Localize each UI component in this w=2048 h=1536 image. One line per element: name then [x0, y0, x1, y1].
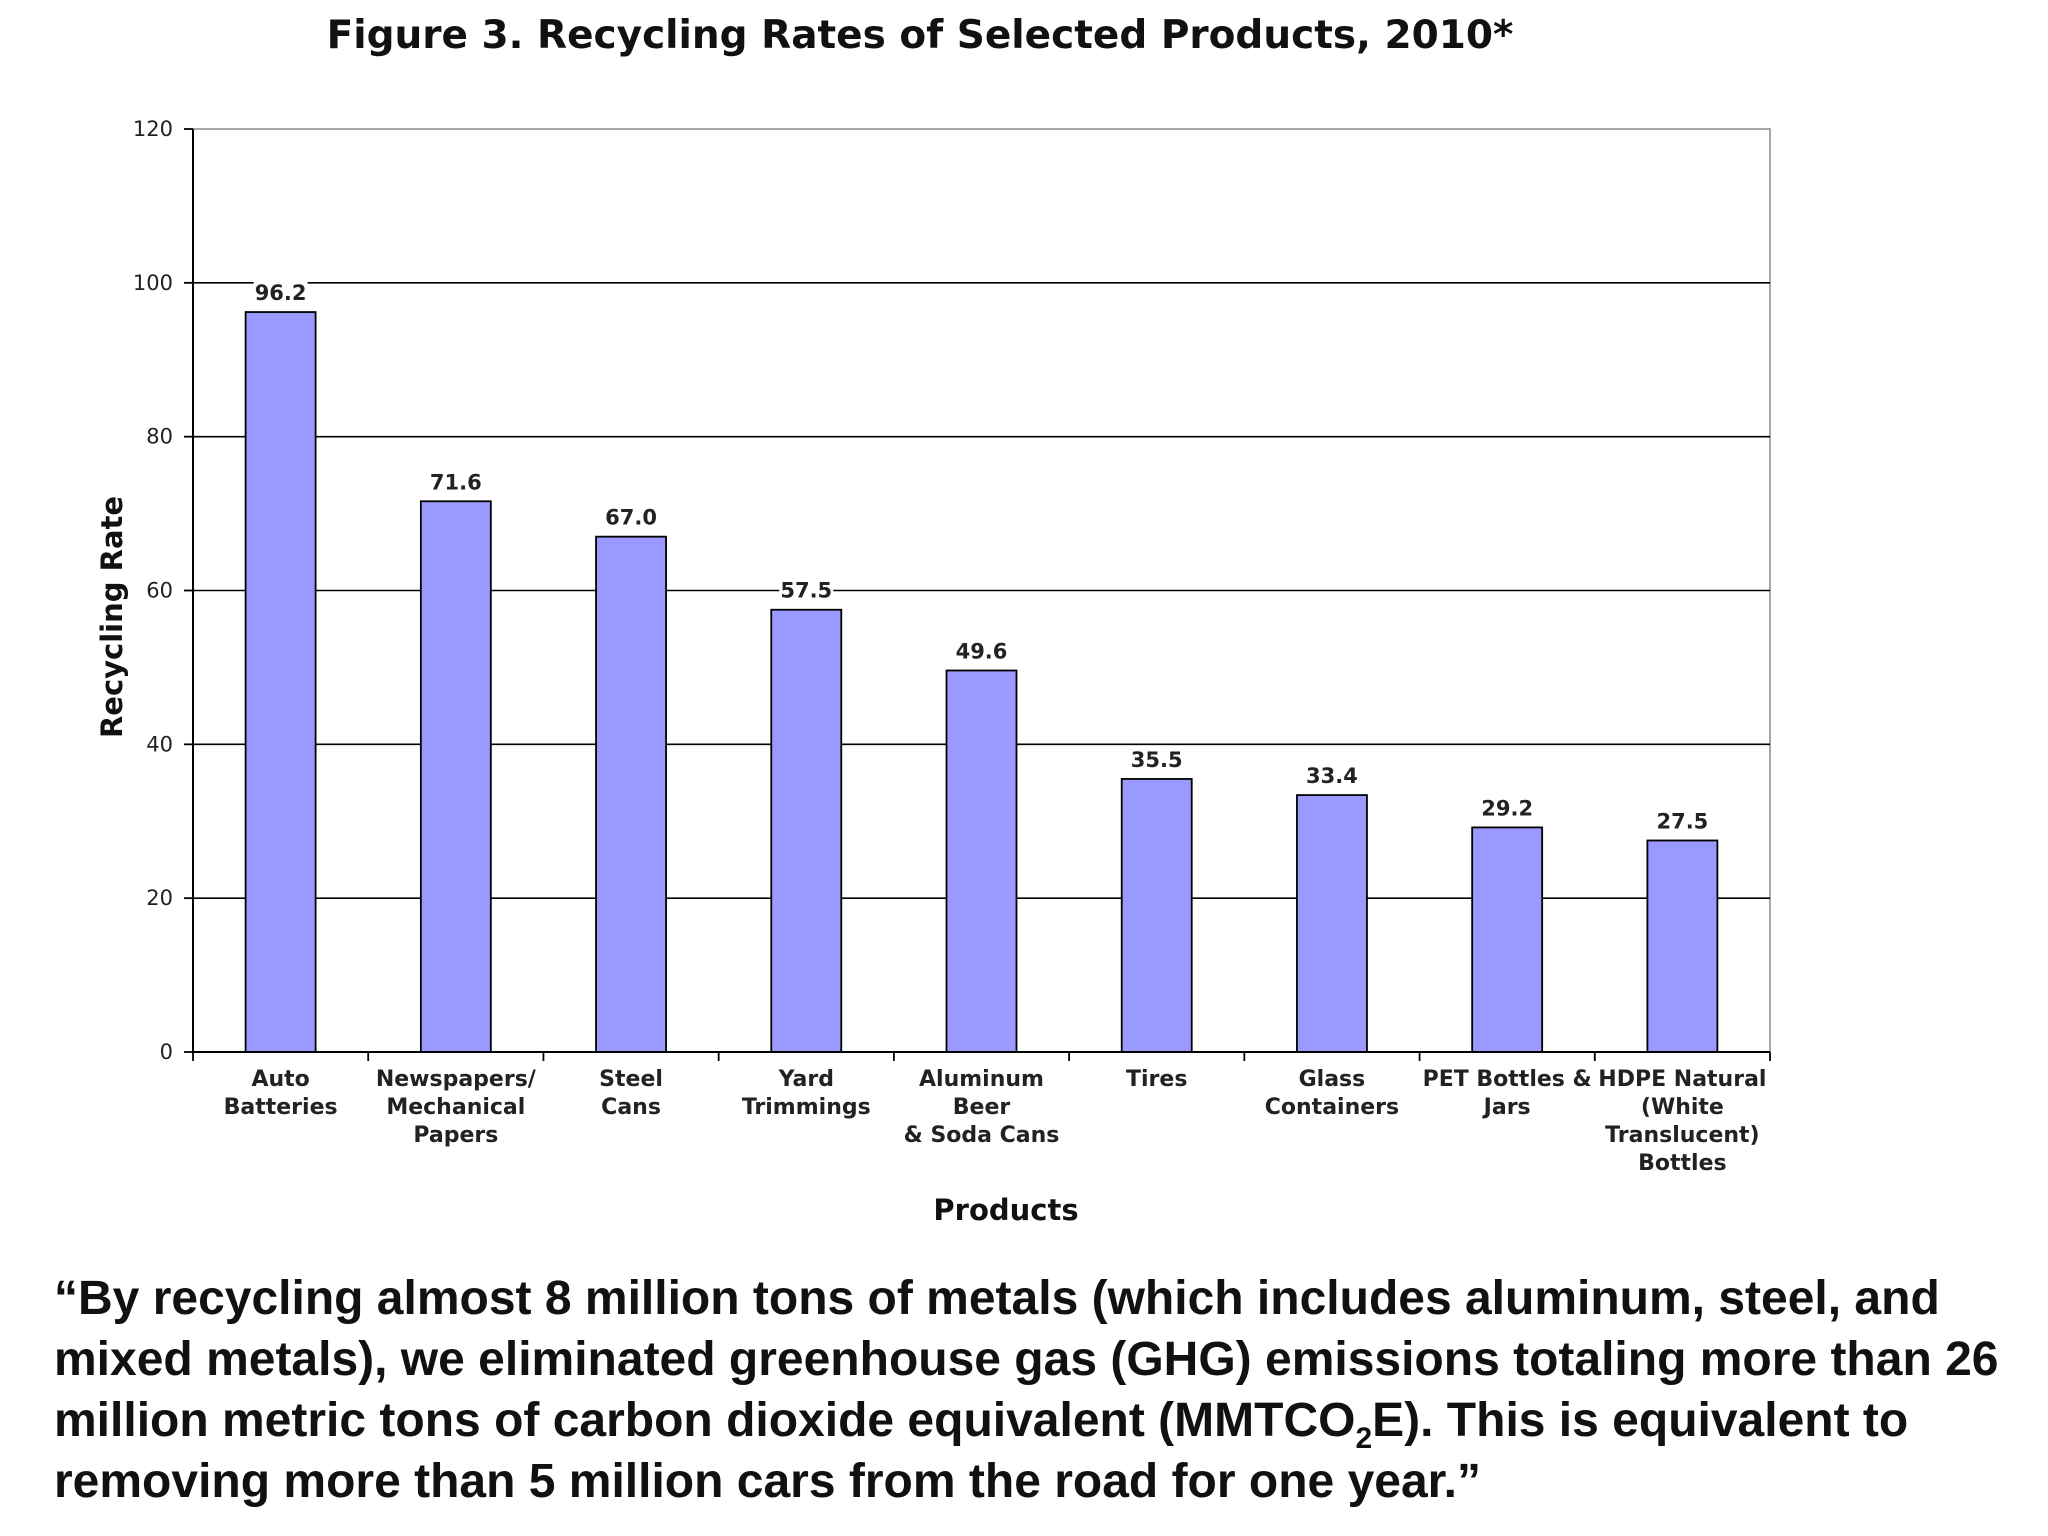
bar [945, 669, 1018, 1053]
data-label: 27.5 [1656, 809, 1708, 833]
data-label-bg [779, 577, 834, 604]
category-label-line: Papers [413, 1123, 498, 1148]
category-label-line: Containers [1265, 1095, 1399, 1120]
category-label-line: Yard [778, 1067, 834, 1092]
bars [244, 311, 1719, 1053]
data-label-bg [253, 280, 308, 307]
category-label: Steel Cans [599, 1067, 663, 1120]
y-tick-label: 20 [146, 886, 173, 910]
bar [1120, 778, 1193, 1053]
category-label-line: Tires [1126, 1067, 1187, 1092]
y-tick-label: 0 [160, 1040, 173, 1064]
caption-text-end: E). This is equivalent to removing more … [54, 1394, 1909, 1508]
data-label: 35.5 [1131, 748, 1183, 772]
y-tick-label: 120 [133, 117, 173, 141]
bar [419, 500, 492, 1053]
category-label: Auto Batteries [224, 1067, 338, 1120]
category-label: Newspapers/Mechanical Papers [376, 1067, 537, 1148]
data-label: 67.0 [605, 506, 657, 530]
category-label-line: Batteries [224, 1095, 338, 1120]
category-label-line: Beer [953, 1095, 1011, 1120]
data-label: 96.2 [255, 281, 307, 305]
data-label-bg [428, 469, 483, 496]
caption-quote: “By recycling almost 8 million tons of m… [54, 1268, 2014, 1512]
category-label-line: Translucent) [1605, 1123, 1759, 1148]
category-label-line: PET Bottles & [1423, 1067, 1592, 1092]
category-label-line: Bottles [1638, 1151, 1726, 1176]
caption-subscript: 2 [1355, 1422, 1373, 1455]
category-label: Yard Trimmings [742, 1067, 871, 1120]
category-label: Tires [1126, 1067, 1187, 1092]
x-axis-ticks [192, 1052, 1771, 1061]
category-label-line: Glass [1299, 1067, 1366, 1092]
data-label: 29.2 [1481, 796, 1533, 820]
category-label-line: HDPE Natural [1598, 1067, 1766, 1092]
bar [770, 608, 843, 1053]
y-tick-label: 60 [146, 579, 173, 603]
category-labels: Auto Batteries Newspapers/Mechanical Papers… [224, 1067, 1767, 1176]
y-tick-label: 80 [146, 425, 173, 449]
category-label-line: Mechanical [386, 1095, 525, 1120]
category-label-line: Trimmings [742, 1095, 871, 1120]
bar [1646, 839, 1719, 1053]
y-axis-title: Recycling Rate [95, 496, 129, 738]
data-label-bg [1129, 746, 1184, 773]
y-tick-label: 40 [146, 732, 173, 756]
y-tick-label: 100 [133, 271, 173, 295]
category-label-line: Aluminum [919, 1067, 1044, 1092]
data-label: 49.6 [956, 639, 1008, 663]
y-axis-ticks: 0 20 40 60 80 100 120 [133, 117, 193, 1064]
category-label-line: Newspapers/ [376, 1067, 537, 1092]
category-label-line: Jars [1482, 1095, 1531, 1120]
bar [595, 535, 667, 1053]
bar [1471, 826, 1544, 1053]
data-label-bg [604, 504, 659, 531]
category-label-line: & Soda Cans [904, 1123, 1060, 1148]
category-label: Aluminum Beer & Soda Cans [904, 1067, 1060, 1148]
x-axis-title: Products [933, 1193, 1078, 1227]
data-labels: 96.2 71.6 67.0 57.5 49.6 35.5 33.4 29.2 27.5 [253, 280, 1710, 835]
category-label-line: Auto [251, 1067, 309, 1092]
chart-title: Figure 3. Recycling Rates of Selected Pr… [327, 13, 1514, 58]
data-label-bg [1480, 795, 1535, 822]
data-label: 57.5 [780, 579, 832, 603]
category-label-line: (White [1641, 1095, 1724, 1120]
category-label-line: Cans [601, 1095, 661, 1120]
data-label: 33.4 [1306, 764, 1358, 788]
category-label-line: Steel [599, 1067, 663, 1092]
data-label-bg [1304, 763, 1359, 790]
category-label: HDPE Natural (White Translucent) Bottles [1598, 1067, 1766, 1176]
data-label-bg [954, 638, 1009, 665]
bar [244, 311, 317, 1053]
data-label-bg [1655, 808, 1710, 835]
bar [1296, 794, 1368, 1053]
caption-text: “By recycling almost 8 million tons of m… [54, 1272, 1999, 1447]
bar-chart: Figure 3. Recycling Rates of Selected Pr… [95, 13, 1771, 1227]
category-label: Glass Containers [1265, 1067, 1399, 1120]
data-label: 71.6 [430, 470, 482, 494]
category-label: PET Bottles & Jars [1423, 1067, 1592, 1120]
